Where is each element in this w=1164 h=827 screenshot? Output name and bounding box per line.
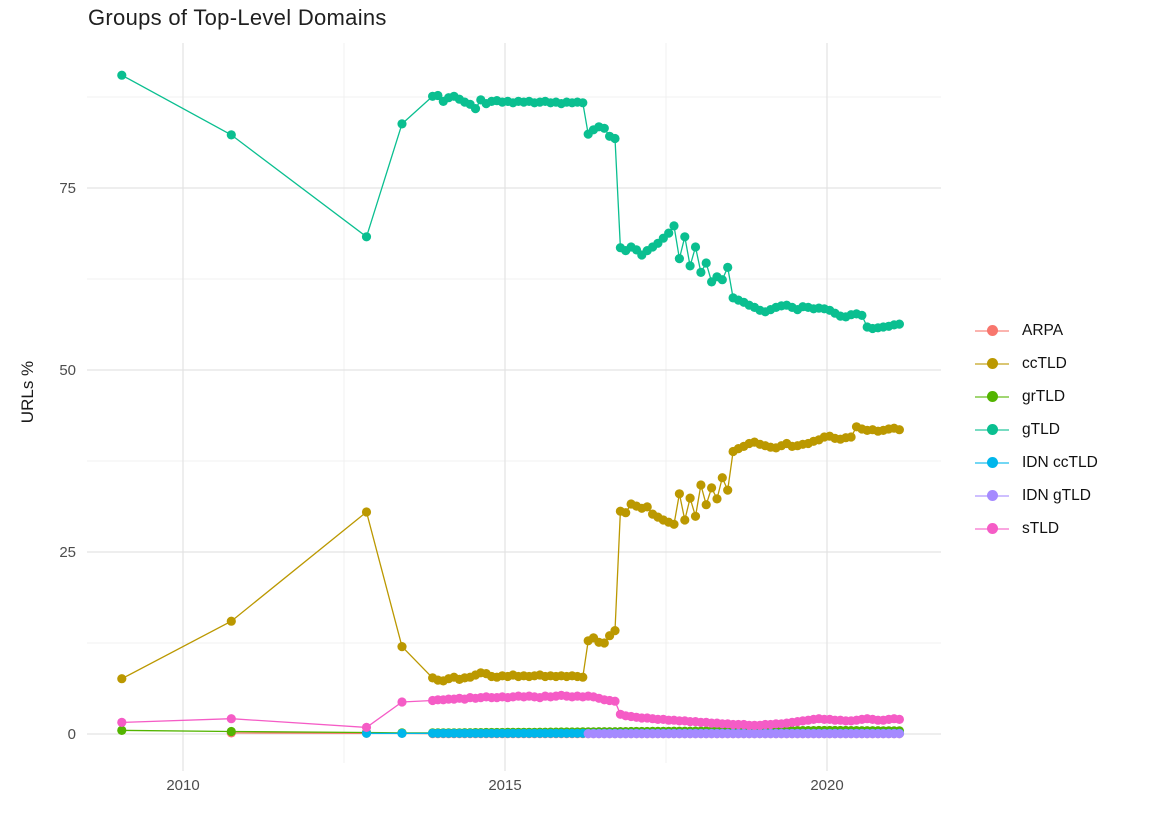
legend-key-icon	[975, 390, 1009, 404]
data-point	[701, 258, 711, 268]
data-point	[361, 722, 372, 733]
legend-item-gTLD: gTLD	[975, 413, 1098, 446]
legend-key-icon	[975, 357, 1009, 371]
data-point	[674, 489, 685, 499]
data-point	[397, 119, 407, 129]
data-point	[894, 319, 905, 329]
legend-key-dot	[986, 325, 998, 336]
chart-title: Groups of Top-Level Domains	[88, 5, 387, 30]
data-point	[674, 254, 685, 264]
data-point	[610, 626, 620, 636]
data-point	[397, 642, 407, 652]
data-point	[470, 104, 481, 114]
x-tick-label: 2015	[488, 777, 521, 794]
legend-key-dot	[986, 358, 998, 369]
y-tick-label: 75	[59, 180, 76, 197]
legend-label: IDN gTLD	[1022, 486, 1091, 504]
data-point	[599, 123, 609, 133]
series-sTLD	[117, 690, 905, 733]
x-tick-label: 2010	[166, 777, 199, 794]
data-point	[707, 483, 717, 493]
data-point	[599, 638, 609, 648]
legend: ARPA ccTLD grTLD gTLD IDN ccTLD IDN gTLD sTLD	[975, 314, 1098, 545]
data-point	[846, 432, 856, 442]
data-point	[723, 485, 733, 495]
data-point	[578, 98, 588, 108]
data-point	[226, 616, 236, 626]
data-point	[717, 473, 727, 483]
legend-key-dot	[986, 391, 998, 402]
legend-label: IDN ccTLD	[1022, 453, 1098, 471]
legend-key-dot	[986, 457, 998, 468]
legend-item-IDN-gTLD: IDN gTLD	[975, 479, 1098, 512]
data-point	[685, 493, 695, 503]
data-point	[117, 725, 127, 736]
y-tick-label: 50	[59, 362, 76, 379]
data-point	[433, 90, 443, 101]
data-point	[701, 500, 711, 510]
data-point	[669, 221, 679, 231]
legend-item-ccTLD: ccTLD	[975, 347, 1098, 380]
data-point	[690, 511, 701, 521]
data-point	[690, 242, 701, 252]
legend-item-ARPA: ARPA	[975, 314, 1098, 347]
data-point	[680, 232, 690, 242]
legend-label: ccTLD	[1022, 354, 1067, 372]
data-point	[723, 262, 733, 272]
data-point	[621, 508, 631, 518]
data-point	[857, 310, 867, 320]
series-gTLD	[117, 70, 905, 334]
legend-label: grTLD	[1022, 387, 1066, 405]
legend-key-dot	[986, 523, 998, 534]
legend-item-sTLD: sTLD	[975, 512, 1098, 545]
data-point	[664, 228, 674, 238]
legend-key-icon	[975, 456, 1009, 470]
data-point	[610, 133, 620, 144]
data-point	[894, 714, 905, 725]
legend-key-icon	[975, 324, 1009, 338]
series-ccTLD	[117, 422, 905, 686]
data-point	[117, 717, 127, 728]
data-point	[226, 130, 236, 140]
legend-key-dot	[986, 490, 998, 501]
data-point	[894, 425, 905, 435]
data-point	[117, 674, 127, 684]
data-point	[894, 729, 905, 739]
legend-item-grTLD: grTLD	[975, 380, 1098, 413]
legend-key-dot	[986, 424, 998, 435]
data-point	[717, 275, 727, 285]
data-point	[117, 70, 127, 80]
series-line	[121, 74, 900, 330]
data-point	[642, 502, 652, 512]
y-tick-label: 25	[59, 544, 76, 561]
data-point	[397, 728, 407, 739]
data-point	[712, 494, 722, 504]
legend-label: gTLD	[1022, 420, 1060, 438]
legend-label: ARPA	[1022, 321, 1064, 339]
data-point	[680, 515, 690, 525]
data-point	[696, 480, 706, 490]
data-point	[361, 507, 372, 517]
legend-key-icon	[975, 489, 1009, 503]
data-point	[685, 261, 695, 271]
y-tick-label: 0	[68, 726, 76, 743]
data-point	[397, 697, 407, 707]
data-point	[669, 519, 679, 529]
data-point	[226, 714, 236, 724]
legend-key-icon	[975, 522, 1009, 536]
data-point	[361, 232, 372, 242]
legend-item-IDN-ccTLD: IDN ccTLD	[975, 446, 1098, 479]
data-point	[696, 267, 706, 277]
legend-label: sTLD	[1022, 519, 1060, 537]
data-point	[226, 726, 236, 737]
y-axis-title: URLs %	[18, 360, 37, 424]
data-point	[610, 696, 620, 706]
data-point	[578, 672, 588, 682]
legend-key-icon	[975, 423, 1009, 437]
series-IDN-gTLD	[583, 729, 905, 739]
x-tick-label: 2020	[810, 777, 843, 794]
